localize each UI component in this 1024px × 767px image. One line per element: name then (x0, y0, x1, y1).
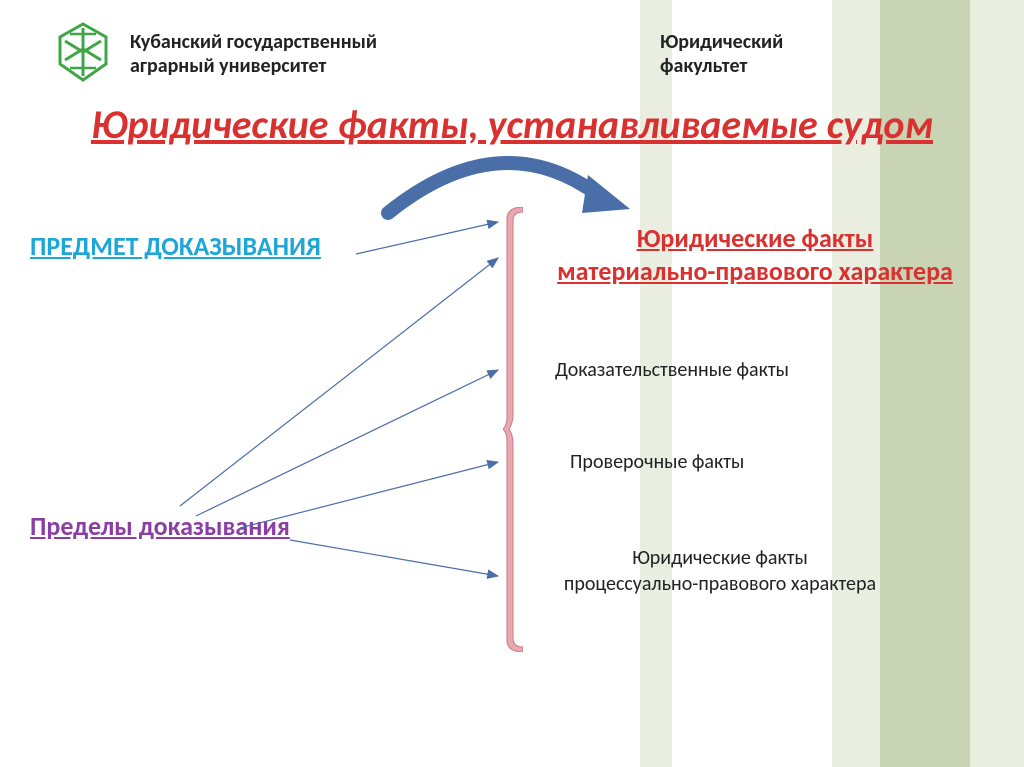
material-facts-line2: материально-правового характера (557, 255, 953, 287)
evidence-facts-label: Доказательственные факты (555, 358, 789, 382)
curved-arrow (380, 147, 640, 227)
procedural-facts-label: Юридические факты процессуально-правовог… (540, 545, 900, 597)
faculty-line1: Юридический (660, 30, 783, 54)
material-facts-label: Юридические факты материально-правового … (530, 222, 980, 287)
material-facts-line1: Юридические факты (637, 222, 874, 254)
university-name: Кубанский государственный аграрный униве… (130, 30, 377, 78)
procedural-facts-line1: Юридические факты (632, 546, 808, 570)
vertical-bracket (503, 207, 523, 652)
faculty-name: Юридический факультет (660, 30, 783, 78)
university-line2: аграрный университет (130, 54, 326, 78)
faculty-line2: факультет (660, 54, 747, 78)
procedural-facts-line2: процессуально-правового характера (564, 572, 876, 596)
subject-of-proof-label: ПРЕДМЕТ ДОКАЗЫВАНИЯ (30, 230, 321, 262)
limits-of-proof-label: Пределы доказывания (30, 510, 290, 542)
university-logo (56, 22, 110, 89)
check-facts-label: Проверочные факты (570, 450, 744, 474)
slide-title: Юридические факты, устанавливаемые судом (30, 100, 994, 149)
university-line1: Кубанский государственный (130, 30, 377, 54)
